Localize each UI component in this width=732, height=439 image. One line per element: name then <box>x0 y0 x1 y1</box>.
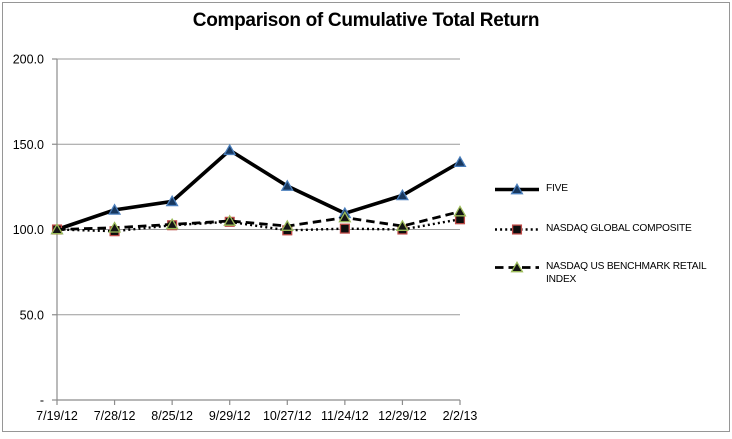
legend-label-five: FIVE <box>546 183 568 194</box>
axis-labels: 200.0 150.0 100.0 50.0 -7/19/12 7/28/12 8/25/1… <box>13 53 478 424</box>
legend-sample-nasdaq-global-composite-icon <box>495 224 539 235</box>
y-axis-tick-label: 150.0 <box>13 138 44 152</box>
y-axis-tick-label: 50.0 <box>20 308 44 322</box>
legend: FIVE NASDAQ GLOBAL COMPOSITE NASDAQ US B… <box>494 182 730 287</box>
x-axis-tick-label: 8/25/12 <box>151 409 193 423</box>
series-line-nasdaq-global-composite <box>56 218 461 233</box>
legend-sample-nasdaq-us-benchmark-retail-index-icon <box>495 260 539 272</box>
y-axis-tick-label: - <box>40 394 44 408</box>
legend-label-nasdaq-us-benchmark-retail-index: NASDAQ US BENCHMARK RETAIL INDEX <box>546 260 707 286</box>
square-marker-icon <box>511 224 523 235</box>
legend-sample-five-icon <box>495 183 539 195</box>
x-axis-tick-label: 7/28/12 <box>94 409 136 423</box>
x-axis-tick-label: 7/19/12 <box>36 409 78 423</box>
triangle-marker-icon <box>395 188 409 201</box>
triangle-marker-icon <box>108 203 122 215</box>
triangle-marker-icon <box>453 205 467 217</box>
x-axis-tick-label: 9/29/12 <box>209 409 251 423</box>
series-nasdaq-us-benchmark-retail-index <box>50 205 467 235</box>
legend-item-nasdaq-us-benchmark-retail-index: NASDAQ US BENCHMARK RETAIL INDEX <box>494 260 730 288</box>
legend-label-nasdaq-global-composite: NASDAQ GLOBAL COMPOSITE <box>546 222 692 234</box>
x-axis-tick-label: 2/2/13 <box>443 409 478 423</box>
series-five <box>50 143 467 235</box>
triangle-marker-icon <box>453 155 467 168</box>
square-marker-icon <box>339 223 350 234</box>
triangle-marker-icon <box>280 179 294 191</box>
triangle-marker-icon <box>510 183 524 195</box>
series-line-five <box>56 147 461 232</box>
triangle-marker-icon <box>338 211 352 223</box>
chart-title: Comparison of Cumulative Total Return <box>192 10 540 31</box>
triangle-marker-icon <box>165 194 179 207</box>
y-axis-tick-label: 100.0 <box>13 223 44 237</box>
triangle-marker-icon <box>108 221 122 233</box>
gridlines <box>57 58 460 316</box>
x-axis-tick-label: 10/27/12 <box>263 409 312 423</box>
triangle-marker-icon <box>280 219 294 231</box>
legend-item-five: FIVE <box>494 182 730 196</box>
x-axis-tick-label: 11/24/12 <box>321 409 369 423</box>
triangle-marker-icon <box>510 260 524 272</box>
chart-frame <box>2 2 730 432</box>
triangle-marker-icon <box>223 143 237 156</box>
legend-item-nasdaq-global-composite: NASDAQ GLOBAL COMPOSITE <box>494 222 730 236</box>
triangle-marker-icon <box>50 222 64 235</box>
triangle-marker-icon <box>165 217 179 230</box>
triangle-marker-icon <box>223 214 237 226</box>
triangle-marker-icon <box>395 219 409 231</box>
x-axis-tick-label: 12/29/12 <box>378 409 427 423</box>
y-axis-tick-label: 200.0 <box>13 53 44 67</box>
